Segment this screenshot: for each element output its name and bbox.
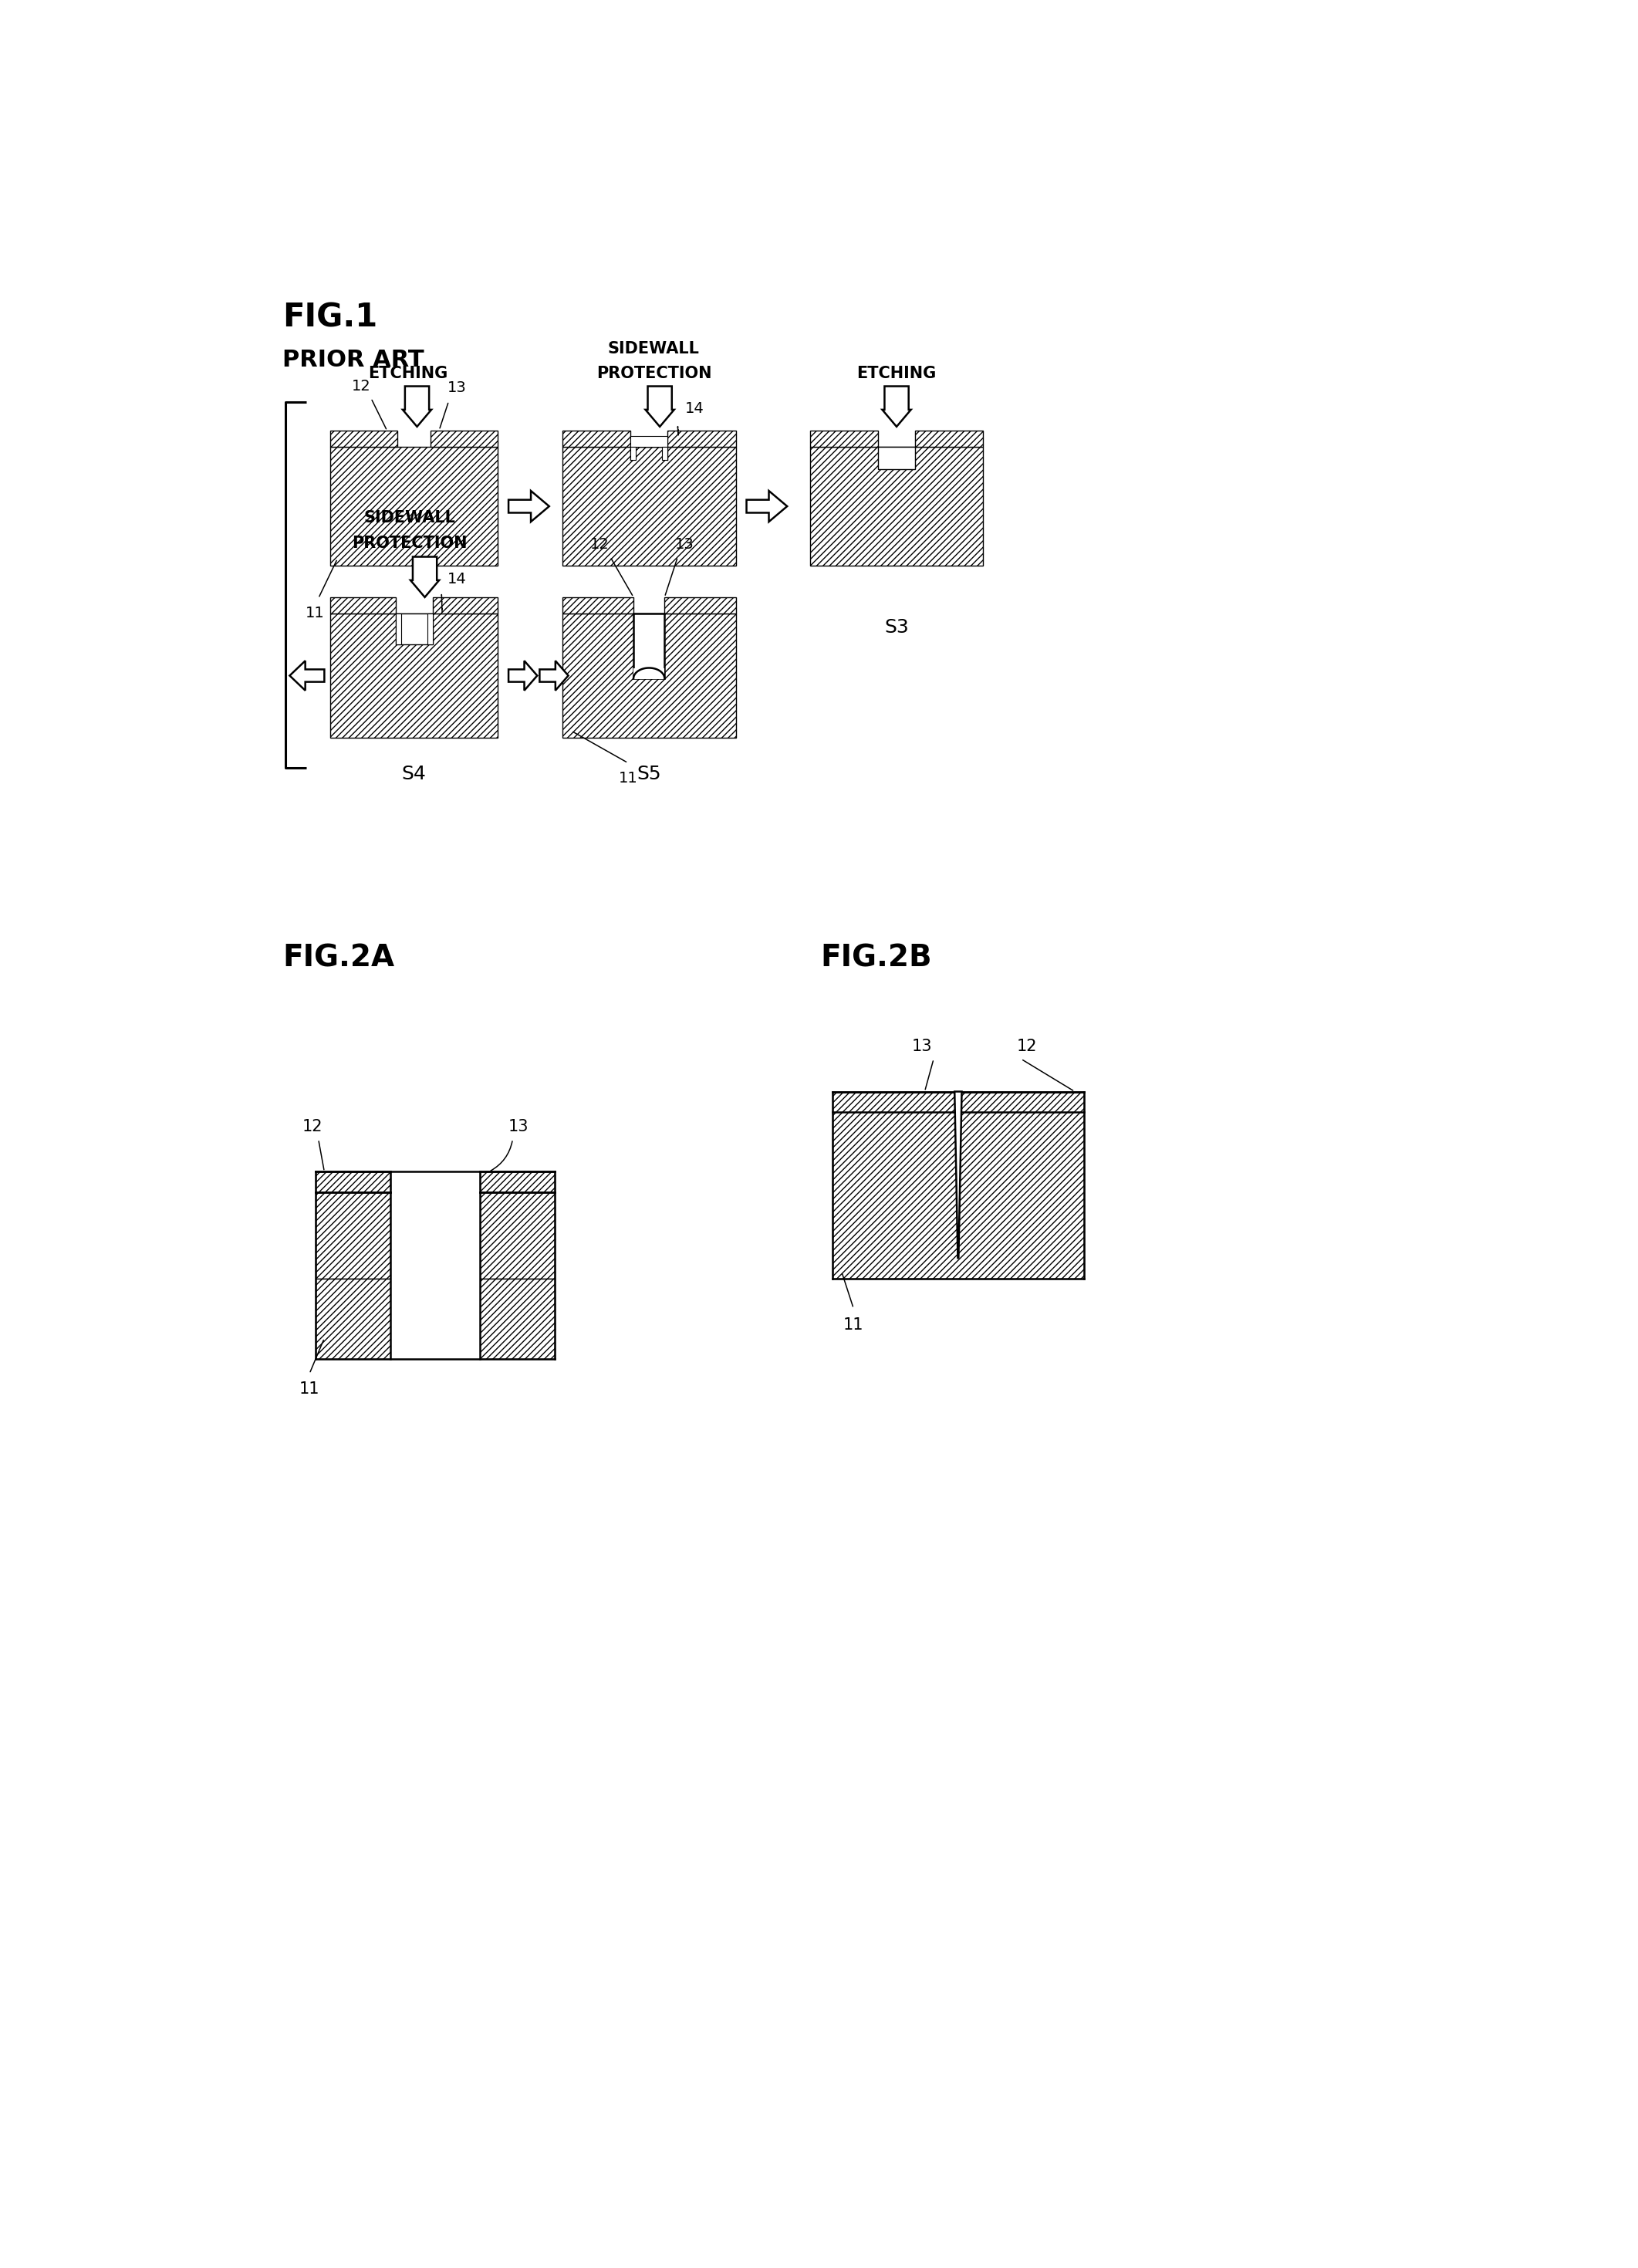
Bar [665, 596, 735, 612]
Bar [562, 612, 735, 737]
Bar [331, 447, 498, 565]
Bar [631, 447, 636, 460]
Text: 12: 12 [590, 538, 609, 551]
Text: PROTECTION: PROTECTION [352, 535, 467, 551]
Polygon shape [645, 386, 675, 426]
Text: PRIOR ART: PRIOR ART [282, 349, 424, 372]
Bar [634, 667, 665, 678]
Text: ETCHING: ETCHING [369, 365, 447, 381]
Bar [316, 1279, 555, 1359]
Polygon shape [883, 386, 911, 426]
Text: SIDEWALL: SIDEWALL [608, 340, 699, 356]
Text: 13: 13 [911, 1039, 932, 1055]
Polygon shape [403, 386, 431, 426]
Text: 12: 12 [301, 1118, 323, 1134]
Bar [390, 1191, 480, 1359]
Bar [331, 431, 398, 447]
Polygon shape [747, 490, 788, 522]
Text: FIG.1: FIG.1 [282, 302, 378, 333]
Text: 11: 11 [619, 771, 637, 785]
Bar [832, 1091, 1084, 1279]
Text: S4: S4 [401, 764, 426, 782]
Bar [562, 431, 631, 447]
Text: S2: S2 [637, 617, 662, 637]
Text: S3: S3 [885, 617, 909, 637]
Bar [428, 612, 432, 644]
Polygon shape [955, 1091, 962, 1259]
Polygon shape [290, 660, 324, 689]
Bar [662, 447, 668, 460]
Polygon shape [508, 490, 549, 522]
Bar [431, 431, 498, 447]
Text: S5: S5 [637, 764, 662, 782]
Bar [562, 596, 634, 612]
Text: PROTECTION: PROTECTION [596, 365, 711, 381]
Text: S1: S1 [401, 617, 426, 637]
Text: 14: 14 [447, 572, 467, 587]
Text: 13: 13 [447, 381, 467, 395]
Polygon shape [411, 556, 439, 596]
Bar [480, 1173, 555, 1279]
Text: FIG.2B: FIG.2B [821, 943, 932, 973]
Text: SIDEWALL: SIDEWALL [364, 510, 455, 526]
Polygon shape [508, 660, 537, 689]
Bar [395, 612, 432, 644]
Text: ETCHING: ETCHING [857, 365, 937, 381]
Text: 11: 11 [844, 1318, 863, 1334]
Bar [878, 447, 916, 469]
Bar [331, 612, 498, 737]
Text: 13: 13 [508, 1118, 529, 1134]
Bar [316, 1173, 390, 1279]
Bar [331, 596, 395, 612]
Bar [562, 447, 735, 565]
Bar [809, 447, 983, 565]
Text: FIG.2A: FIG.2A [282, 943, 395, 973]
Text: 11: 11 [306, 606, 324, 621]
Polygon shape [539, 660, 568, 689]
Bar [809, 431, 878, 447]
Text: 11: 11 [300, 1381, 319, 1397]
Bar [668, 431, 735, 447]
Bar [395, 612, 401, 644]
Text: 12: 12 [1017, 1039, 1037, 1055]
Text: 12: 12 [352, 379, 370, 392]
Text: 14: 14 [685, 401, 704, 415]
Text: 13: 13 [675, 538, 695, 551]
Bar [631, 435, 668, 447]
Bar [432, 596, 498, 612]
Bar [634, 612, 665, 678]
Bar [916, 431, 983, 447]
